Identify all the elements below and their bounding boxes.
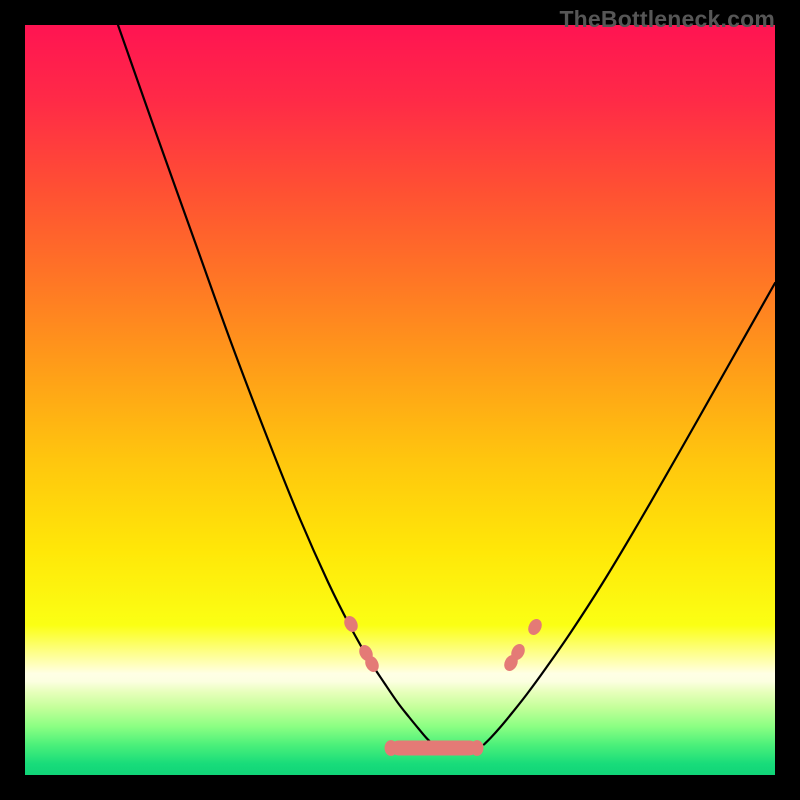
watermark-text: TheBottleneck.com — [559, 6, 775, 33]
marker-dot — [471, 740, 484, 756]
marker-dot — [385, 740, 398, 756]
gradient-background — [25, 25, 775, 775]
plot-frame — [25, 25, 775, 775]
chart-svg — [25, 25, 775, 775]
marker-pill — [391, 741, 477, 756]
plot-area — [25, 25, 775, 775]
